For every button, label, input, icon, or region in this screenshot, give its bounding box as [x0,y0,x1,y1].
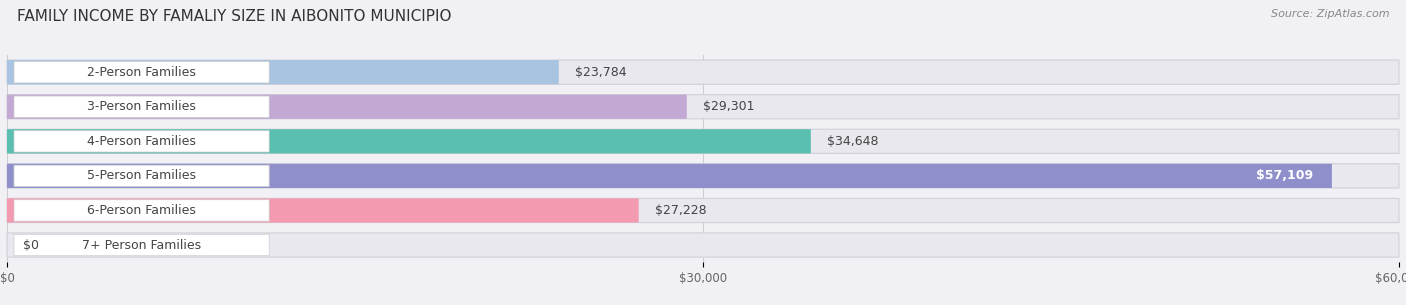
Text: FAMILY INCOME BY FAMALIY SIZE IN AIBONITO MUNICIPIO: FAMILY INCOME BY FAMALIY SIZE IN AIBONIT… [17,9,451,24]
FancyBboxPatch shape [14,200,269,221]
Text: Source: ZipAtlas.com: Source: ZipAtlas.com [1271,9,1389,19]
Text: $29,301: $29,301 [703,100,755,113]
FancyBboxPatch shape [7,164,1331,188]
FancyBboxPatch shape [7,129,811,153]
FancyBboxPatch shape [7,198,638,223]
Text: $34,648: $34,648 [827,135,879,148]
Text: $23,784: $23,784 [575,66,627,79]
Text: $27,228: $27,228 [655,204,707,217]
FancyBboxPatch shape [7,95,686,119]
FancyBboxPatch shape [14,234,269,256]
Text: 2-Person Families: 2-Person Families [87,66,195,79]
Text: 6-Person Families: 6-Person Families [87,204,195,217]
FancyBboxPatch shape [7,198,1399,223]
Text: 5-Person Families: 5-Person Families [87,169,195,182]
Text: $57,109: $57,109 [1256,169,1313,182]
FancyBboxPatch shape [14,62,269,83]
FancyBboxPatch shape [7,129,1399,153]
Text: 4-Person Families: 4-Person Families [87,135,195,148]
FancyBboxPatch shape [14,131,269,152]
Text: 3-Person Families: 3-Person Families [87,100,195,113]
FancyBboxPatch shape [7,233,1399,257]
FancyBboxPatch shape [7,95,1399,119]
FancyBboxPatch shape [7,60,1399,84]
FancyBboxPatch shape [7,164,1399,188]
FancyBboxPatch shape [7,60,558,84]
Text: $0: $0 [24,239,39,252]
FancyBboxPatch shape [14,165,269,187]
Text: 7+ Person Families: 7+ Person Families [82,239,201,252]
FancyBboxPatch shape [14,96,269,117]
